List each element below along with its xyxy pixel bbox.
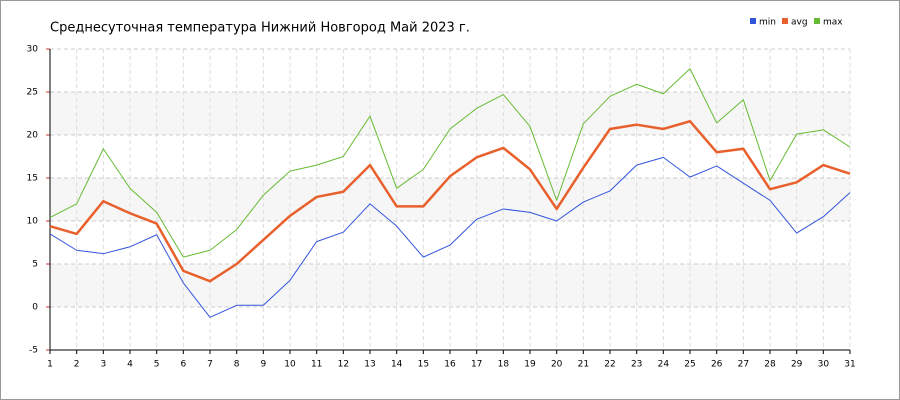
y-tick-label: 5 <box>32 260 38 270</box>
y-tick-label: 15 <box>27 174 38 184</box>
x-tick-label: 12 <box>338 360 349 370</box>
x-tick-label: 6 <box>180 360 186 370</box>
x-tick-label: 20 <box>551 360 563 370</box>
x-tick-label: 4 <box>127 360 133 370</box>
x-tick-label: 2 <box>74 360 80 370</box>
x-tick-label: 16 <box>444 360 456 370</box>
x-tick-label: 1 <box>47 360 53 370</box>
x-tick-label: 3 <box>100 360 106 370</box>
legend-swatch <box>750 18 756 24</box>
x-tick-label: 11 <box>311 360 322 370</box>
y-tick-label: -5 <box>29 346 38 356</box>
legend-swatch <box>782 18 788 24</box>
x-tick-label: 17 <box>471 360 482 370</box>
series-line <box>49 156 851 318</box>
y-tick-label: 10 <box>27 217 39 227</box>
legend-label: avg <box>791 18 808 28</box>
chart-title: Среднесуточная температура Нижний Новгор… <box>50 21 470 36</box>
y-tick-label: 30 <box>27 45 39 55</box>
legend-swatch <box>814 18 820 24</box>
x-tick-label: 23 <box>631 360 642 370</box>
x-tick-label: 15 <box>418 360 429 370</box>
x-tick-label: 10 <box>284 360 296 370</box>
x-tick-label: 26 <box>711 360 723 370</box>
x-tick-label: 9 <box>260 360 266 370</box>
x-tick-label: 22 <box>604 360 615 370</box>
grid-band <box>50 264 850 307</box>
y-tick-label: 0 <box>32 303 38 313</box>
y-tick-label: 25 <box>27 88 38 98</box>
y-tick-label: 20 <box>27 131 39 141</box>
x-tick-label: 5 <box>154 360 160 370</box>
x-tick-label: 19 <box>524 360 536 370</box>
series-line <box>49 68 851 258</box>
x-tick-label: 21 <box>578 360 589 370</box>
x-tick-label: 25 <box>684 360 695 370</box>
x-tick-label: 30 <box>818 360 830 370</box>
series-line <box>49 119 851 283</box>
x-tick-label: 8 <box>234 360 240 370</box>
legend-label: min <box>759 18 776 28</box>
x-tick-label: 31 <box>844 360 855 370</box>
x-tick-label: 24 <box>658 360 670 370</box>
x-tick-label: 14 <box>391 360 403 370</box>
x-tick-label: 13 <box>364 360 375 370</box>
x-tick-label: 18 <box>498 360 510 370</box>
x-tick-label: 28 <box>764 360 776 370</box>
x-tick-label: 7 <box>207 360 213 370</box>
x-tick-label: 27 <box>738 360 749 370</box>
x-tick-label: 29 <box>791 360 803 370</box>
legend-label: max <box>823 18 843 28</box>
